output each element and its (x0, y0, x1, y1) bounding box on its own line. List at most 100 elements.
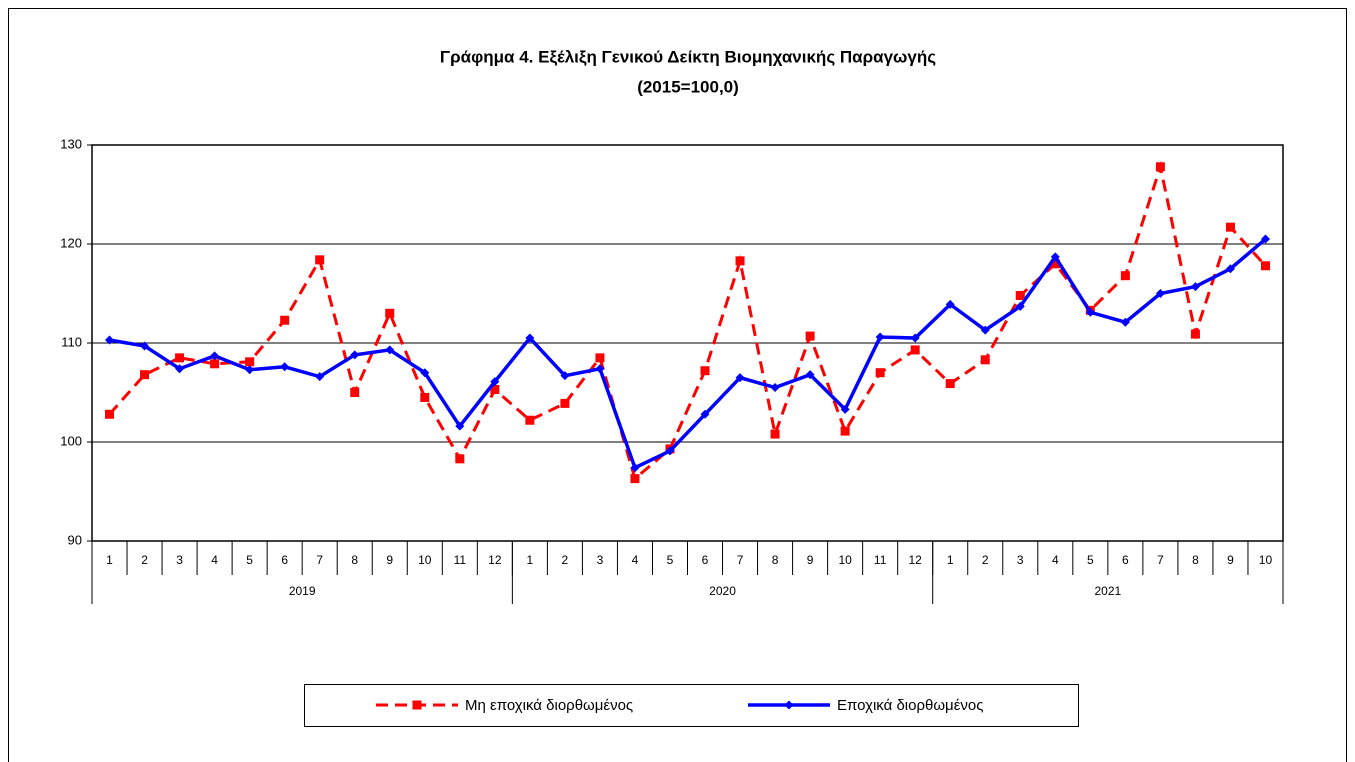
x-tick-label: 6 (702, 553, 709, 567)
marker (280, 362, 290, 372)
x-tick-label: 7 (1157, 553, 1164, 567)
x-tick-label: 3 (597, 553, 604, 567)
x-tick-label: 6 (1122, 553, 1129, 567)
x-group-label: 2019 (289, 584, 316, 598)
marker (1050, 252, 1060, 262)
marker (1155, 162, 1165, 172)
marker (245, 357, 255, 367)
marker (840, 426, 850, 436)
marker (1120, 271, 1130, 281)
marker (980, 355, 990, 365)
marker (350, 388, 360, 397)
x-tick-label: 11 (454, 553, 467, 567)
marker (560, 398, 570, 408)
x-tick-label: 5 (1087, 553, 1094, 567)
marker (1260, 234, 1270, 244)
chart-border (8, 8, 1347, 762)
marker (105, 409, 115, 419)
marker (210, 359, 220, 369)
x-tick-label: 2 (982, 553, 989, 567)
y-tick-label: 130 (60, 136, 82, 151)
legend-marker (784, 700, 794, 710)
x-tick-label: 2 (562, 553, 569, 567)
marker (595, 364, 605, 374)
marker (700, 366, 710, 376)
x-tick-label: 7 (737, 553, 744, 567)
marker (910, 333, 920, 343)
marker (140, 370, 150, 380)
x-tick-label: 9 (386, 553, 393, 567)
marker (175, 353, 185, 363)
marker (525, 415, 535, 425)
y-tick-label: 120 (60, 235, 82, 250)
legend-label: Μη εποχικά διορθωμένος (465, 697, 633, 714)
marker (665, 446, 675, 456)
marker (1190, 282, 1200, 292)
marker (1155, 289, 1165, 298)
x-tick-label: 4 (211, 553, 218, 567)
marker (280, 315, 290, 325)
marker (770, 383, 780, 393)
marker (875, 332, 885, 342)
legend-label: Εποχικά διορθωμένος (837, 697, 983, 714)
marker (630, 463, 640, 473)
marker (490, 377, 500, 387)
x-group-label: 2021 (1095, 584, 1122, 598)
marker (385, 308, 395, 318)
marker (945, 299, 955, 309)
x-tick-label: 8 (351, 553, 358, 567)
x-tick-label: 5 (667, 553, 674, 567)
x-tick-label: 4 (1052, 553, 1059, 567)
marker (1190, 329, 1200, 339)
x-tick-label: 10 (1259, 553, 1273, 567)
x-tick-label: 11 (874, 553, 887, 567)
y-tick-label: 100 (60, 433, 82, 448)
marker (735, 373, 745, 383)
x-tick-label: 4 (632, 553, 639, 567)
y-tick-label: 110 (61, 334, 82, 349)
marker (315, 255, 325, 265)
marker (770, 429, 780, 439)
chart-title: Γράφημα 4. Εξέλιξη Γενικού Δείκτη Βιομηχ… (440, 47, 936, 66)
marker (1015, 301, 1025, 311)
x-tick-label: 1 (527, 553, 534, 567)
x-tick-label: 8 (1192, 553, 1199, 567)
x-tick-label: 12 (909, 553, 923, 567)
marker (875, 368, 885, 378)
marker (560, 371, 570, 381)
marker (1120, 317, 1130, 327)
marker (315, 372, 325, 382)
marker (245, 365, 255, 375)
x-tick-label: 8 (772, 553, 779, 567)
x-tick-label: 5 (246, 553, 253, 567)
x-tick-label: 1 (947, 553, 954, 567)
chart-subtitle: (2015=100,0) (637, 77, 739, 96)
marker (700, 409, 710, 419)
x-tick-label: 10 (838, 553, 852, 567)
x-tick-label: 9 (1227, 553, 1234, 567)
marker (525, 333, 535, 343)
marker (980, 325, 990, 335)
marker (385, 345, 395, 355)
x-tick-label: 3 (1017, 553, 1024, 567)
x-tick-label: 9 (807, 553, 814, 567)
marker (490, 385, 500, 395)
marker (1050, 259, 1060, 269)
x-tick-label: 12 (488, 553, 502, 567)
marker (1085, 307, 1095, 317)
marker (210, 351, 220, 361)
marker (840, 404, 850, 414)
marker (805, 331, 815, 341)
marker (630, 474, 640, 484)
x-tick-label: 2 (141, 553, 148, 567)
marker (945, 379, 955, 389)
y-tick-label: 90 (68, 532, 82, 547)
x-tick-label: 7 (316, 553, 323, 567)
x-tick-label: 1 (106, 553, 113, 567)
marker (105, 335, 115, 345)
marker (1260, 261, 1270, 271)
legend-marker (412, 700, 422, 710)
marker (420, 392, 430, 402)
marker (1225, 264, 1235, 274)
